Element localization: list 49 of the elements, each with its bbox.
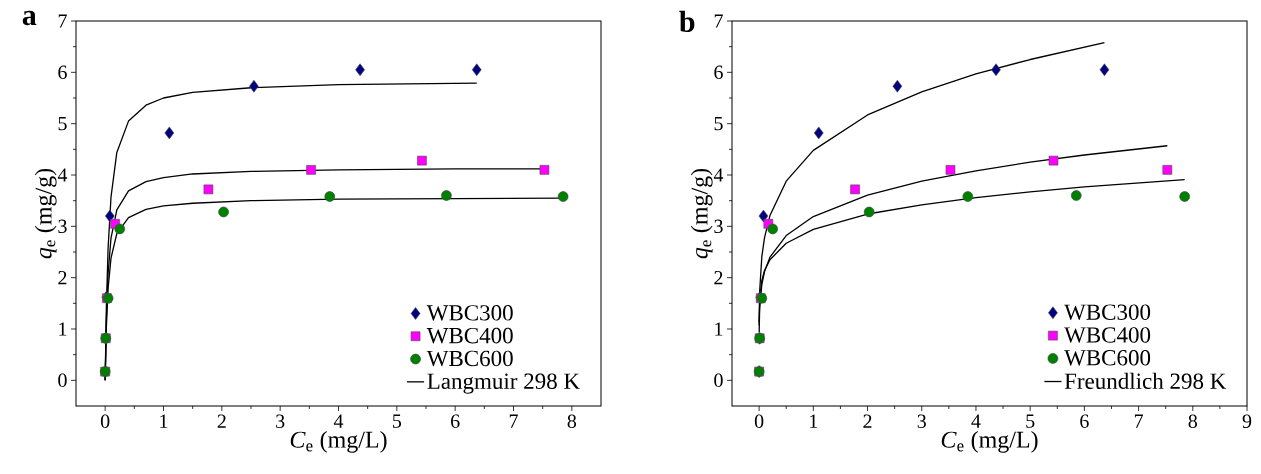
x-tick-label: 0	[754, 414, 764, 429]
y-tick-label: 7	[58, 14, 67, 28]
x-tick-label: 4	[971, 414, 981, 428]
y-tick-label: 2	[714, 271, 723, 285]
y-tick-label: 6	[58, 65, 67, 80]
legend-label: Freundlich 298 K	[1064, 372, 1227, 389]
y-tick-label: 2	[58, 271, 67, 285]
x-tick-label: 3	[276, 414, 285, 428]
x-tick-label: 2	[863, 414, 872, 428]
y-tick-label: 1	[59, 322, 67, 336]
x-tick-label: 6	[1080, 414, 1089, 428]
y-tick-label: 6	[714, 65, 723, 80]
x-tick-label: 5	[1026, 414, 1035, 428]
legend-label: WBC300	[1064, 304, 1151, 321]
legend-label: WBC600	[1064, 349, 1151, 366]
legend-label: WBC300	[426, 305, 513, 321]
x-tick-label: 3	[917, 414, 926, 428]
chart-title: b	[679, 10, 695, 32]
legend-label: WBC600	[426, 350, 513, 367]
y-axis-title: q$_{e}$ (mg/g)	[34, 168, 57, 259]
x-tick-label: 9	[1242, 414, 1252, 428]
legend-label: WBC400	[426, 327, 513, 344]
x-tick-label: 5	[393, 414, 402, 428]
y-tick-label: 3	[714, 219, 723, 234]
x-tick-label: 4	[333, 414, 344, 428]
y-axis-title: q$_{e}$ (mg/g)	[690, 168, 713, 259]
x-axis-title: C$_{e}$ (mg/L)	[941, 430, 1038, 453]
x-tick-label: 1	[160, 414, 168, 428]
y-tick-label: 4	[713, 168, 724, 182]
x-tick-label: 8	[567, 414, 577, 429]
y-tick-label: 0	[714, 373, 723, 388]
x-axis-title: C$_{e}$ (mg/L)	[290, 430, 387, 453]
x-tick-label: 6	[451, 414, 460, 428]
x-tick-label: 7	[509, 414, 518, 428]
y-tick-label: 0	[58, 373, 67, 388]
x-tick-label: 1	[810, 414, 818, 428]
y-tick-label: 1	[715, 322, 723, 336]
y-tick-label: 3	[58, 219, 67, 234]
chart-title: a	[22, 10, 37, 26]
y-tick-label: 4	[57, 168, 68, 182]
y-tick-label: 5	[58, 117, 67, 131]
y-tick-label: 7	[714, 14, 723, 28]
x-tick-label: 2	[217, 414, 226, 428]
x-tick-label: 8	[1188, 414, 1198, 429]
legend-label: WBC400	[1064, 327, 1151, 343]
x-tick-label: 7	[1134, 414, 1144, 428]
y-tick-label: 5	[714, 117, 723, 131]
x-tick-label: 0	[100, 414, 110, 429]
legend-label: Langmuir 298 K	[427, 373, 580, 394]
